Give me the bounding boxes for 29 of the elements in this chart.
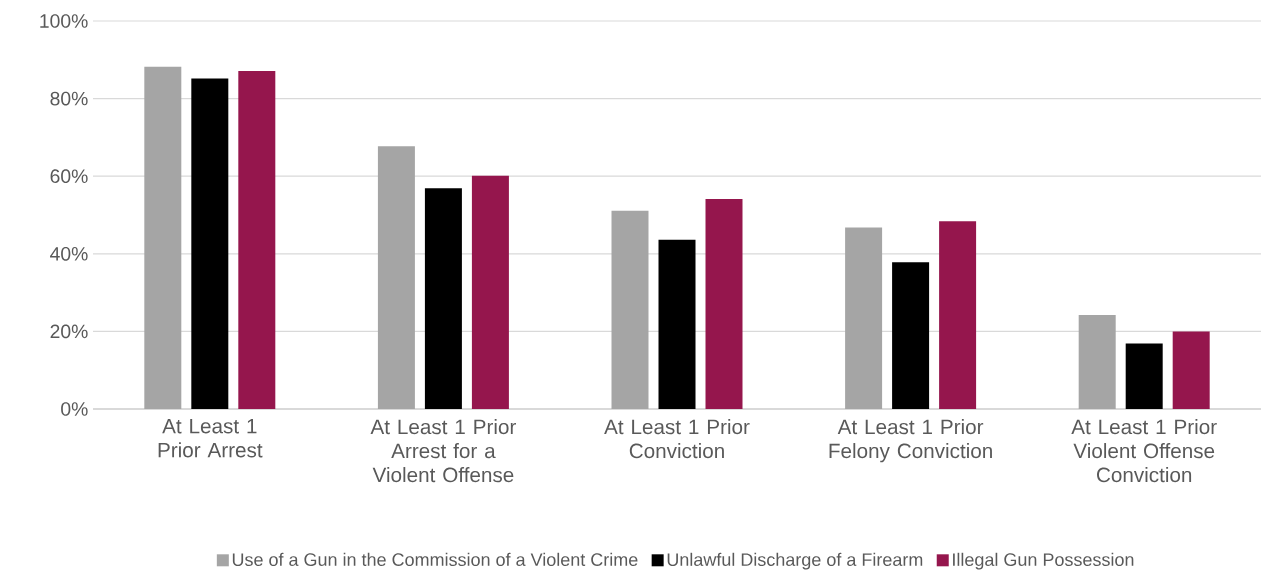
x-tick-label: At Least 1 Prior Felony Conviction	[829, 419, 992, 463]
y-tick-label: 100%	[40, 14, 88, 28]
x-tick-label: At Least 1 Prior Violent Offense Conviction	[1071, 419, 1217, 483]
bar	[471, 175, 509, 409]
x-tick-label: At Least 1 Prior Arrest for a Violent Offense	[370, 419, 516, 483]
bar	[1078, 315, 1116, 409]
y-tick-label: 60%	[50, 169, 88, 184]
bar	[658, 239, 696, 409]
x-tick-label: At Least 1 Prior Conviction	[604, 419, 750, 459]
legend-label: Use of a Gun in the Commission of a Violent Crime	[232, 552, 638, 566]
legend-label: Unlawful Discharge of a Firearm	[667, 552, 923, 570]
y-tick-label: 20%	[50, 324, 88, 339]
bar	[892, 262, 930, 409]
bar	[144, 66, 182, 409]
bar	[845, 227, 883, 409]
bar	[191, 78, 229, 409]
bar	[377, 146, 415, 409]
bar	[1125, 343, 1163, 409]
legend-label: Illegal Gun Possession	[953, 552, 1134, 570]
bar	[939, 221, 977, 409]
y-tick-label: 40%	[50, 246, 88, 261]
x-tick-label: At Least 1 Prior Arrest	[158, 419, 263, 458]
bar	[1172, 331, 1210, 409]
bar	[424, 188, 462, 409]
bar	[611, 210, 649, 409]
y-tick-label: 0%	[61, 402, 88, 416]
bar	[705, 199, 743, 409]
y-tick-label: 80%	[50, 91, 88, 106]
bar	[238, 71, 276, 409]
